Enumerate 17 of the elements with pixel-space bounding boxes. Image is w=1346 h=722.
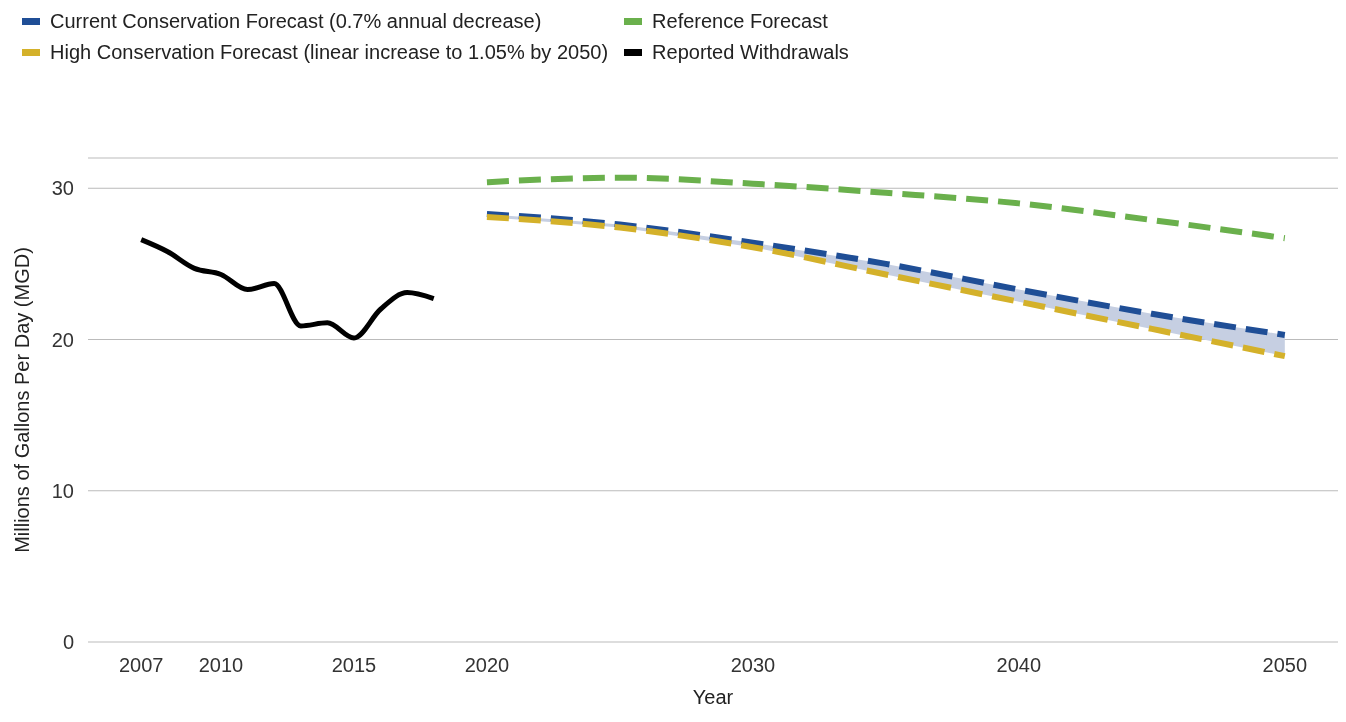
legend-label: Reference Forecast bbox=[652, 10, 828, 33]
x-tick-label: 2015 bbox=[331, 654, 377, 677]
y-tick-label: 0 bbox=[62, 631, 74, 654]
x-tick-label: 2040 bbox=[996, 654, 1042, 677]
x-tick-label: 2010 bbox=[198, 654, 244, 677]
legend-label: High Conservation Forecast (linear increase to 1.05% by 2050) bbox=[50, 41, 609, 64]
x-tick-label: 2030 bbox=[730, 654, 776, 677]
y-tick-label: 20 bbox=[51, 328, 74, 351]
legend-label: Current Conservation Forecast (0.7% annual decrease) bbox=[50, 10, 542, 33]
x-tick-label: 2050 bbox=[1262, 654, 1308, 677]
x-axis-title: Year bbox=[692, 686, 734, 708]
y-tick-label: 30 bbox=[51, 177, 74, 200]
x-tick-label: 2020 bbox=[464, 654, 510, 677]
y-axis-title: Millions of Gallons Per Day (MGD) bbox=[11, 247, 34, 553]
x-tick-label: 2007 bbox=[118, 654, 164, 677]
legend-label: Reported Withdrawals bbox=[652, 41, 849, 64]
y-tick-label: 10 bbox=[51, 479, 74, 502]
